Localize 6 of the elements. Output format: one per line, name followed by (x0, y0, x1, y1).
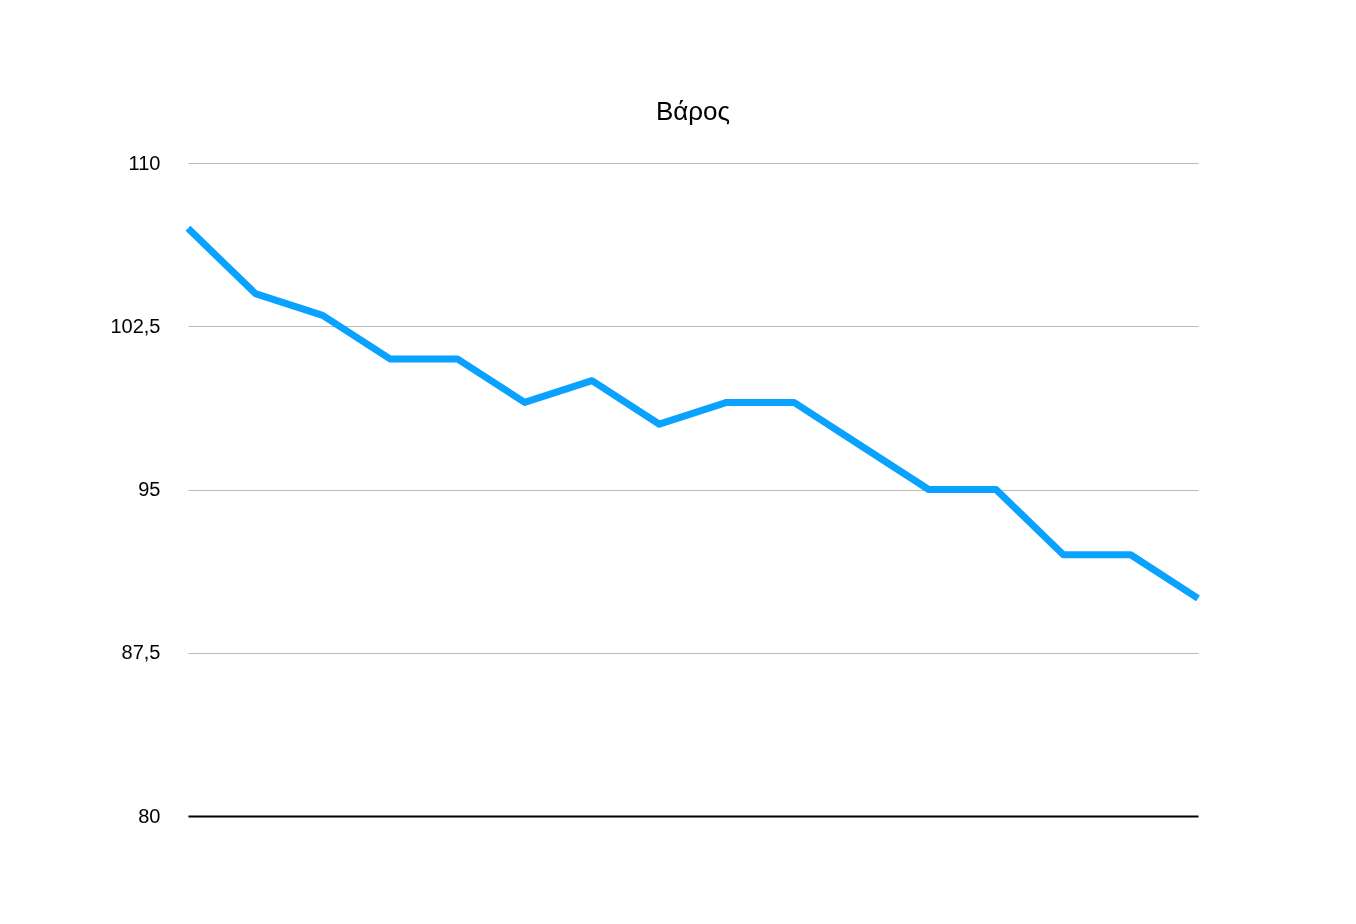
y-tick-label: 80 (138, 804, 161, 827)
y-tick-label: 95 (138, 478, 161, 500)
y-tick-label: 87,5 (121, 641, 161, 664)
y-tick-label: 110 (128, 151, 161, 174)
chart-title: Βάρος (655, 96, 731, 126)
y-tick-label: 102,5 (110, 314, 161, 337)
